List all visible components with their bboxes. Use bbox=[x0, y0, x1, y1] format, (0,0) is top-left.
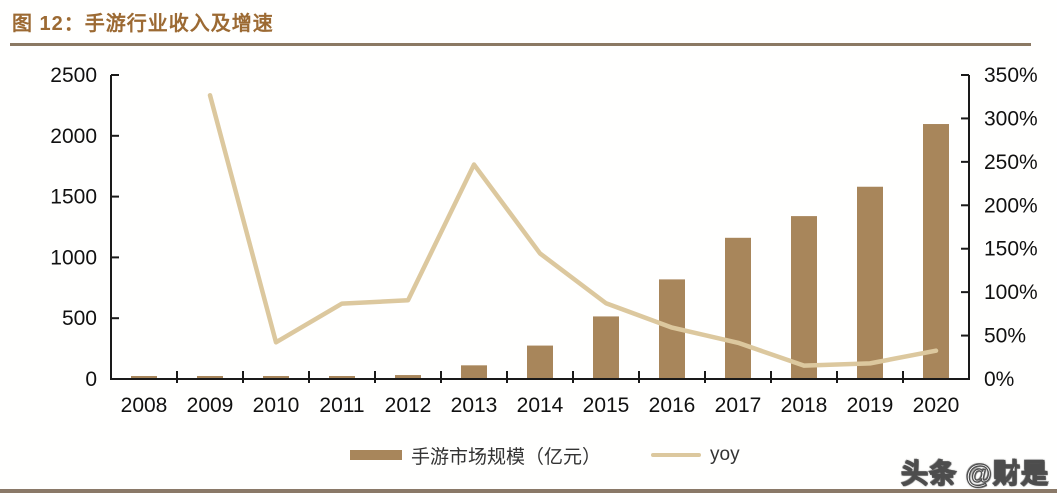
bottom-border bbox=[0, 489, 1057, 493]
chart-legend: 手游市场规模（亿元） yoy bbox=[350, 442, 740, 468]
svg-text:2000: 2000 bbox=[50, 125, 97, 148]
svg-text:200%: 200% bbox=[984, 194, 1038, 217]
legend-item-market-size: 手游市场规模（亿元） bbox=[350, 442, 601, 469]
svg-text:2011: 2011 bbox=[319, 394, 364, 417]
svg-text:0: 0 bbox=[85, 368, 97, 391]
svg-text:500: 500 bbox=[62, 307, 97, 330]
line-series-swatch bbox=[651, 453, 702, 457]
svg-text:2016: 2016 bbox=[649, 394, 696, 417]
svg-text:2014: 2014 bbox=[517, 394, 564, 417]
svg-text:2020: 2020 bbox=[913, 394, 960, 417]
bar-series-swatch bbox=[350, 450, 402, 460]
svg-text:1000: 1000 bbox=[50, 246, 97, 269]
svg-text:100%: 100% bbox=[984, 281, 1038, 304]
title-underline bbox=[10, 43, 1031, 46]
svg-text:2013: 2013 bbox=[451, 394, 498, 417]
figure-title: 图 12：手游行业收入及增速 bbox=[12, 13, 274, 35]
svg-text:350%: 350% bbox=[984, 64, 1038, 87]
legend-item-yoy: yoy bbox=[651, 444, 740, 466]
svg-text:1500: 1500 bbox=[50, 186, 97, 209]
svg-text:300%: 300% bbox=[984, 107, 1038, 130]
line-series-label: yoy bbox=[710, 444, 740, 465]
svg-text:2018: 2018 bbox=[781, 394, 828, 417]
svg-text:2008: 2008 bbox=[121, 394, 168, 417]
svg-text:250%: 250% bbox=[984, 151, 1038, 174]
svg-text:150%: 150% bbox=[984, 238, 1038, 261]
svg-text:50%: 50% bbox=[984, 325, 1026, 348]
svg-text:0%: 0% bbox=[984, 368, 1014, 391]
svg-text:2012: 2012 bbox=[385, 394, 432, 417]
revenue-growth-chart: 0 500 1000 1500 2000 2500 0% 50% 100% 150% 200% 250… bbox=[50, 64, 1038, 417]
svg-text:2009: 2009 bbox=[187, 394, 234, 417]
svg-text:2017: 2017 bbox=[715, 394, 762, 417]
svg-text:2015: 2015 bbox=[583, 394, 630, 417]
svg-text:2010: 2010 bbox=[253, 394, 300, 417]
svg-text:2500: 2500 bbox=[50, 64, 97, 87]
svg-text:2019: 2019 bbox=[847, 394, 894, 417]
toutiao-watermark: 头条 @财是 bbox=[901, 458, 1049, 489]
bar-series-label: 手游市场规模（亿元） bbox=[411, 446, 602, 468]
